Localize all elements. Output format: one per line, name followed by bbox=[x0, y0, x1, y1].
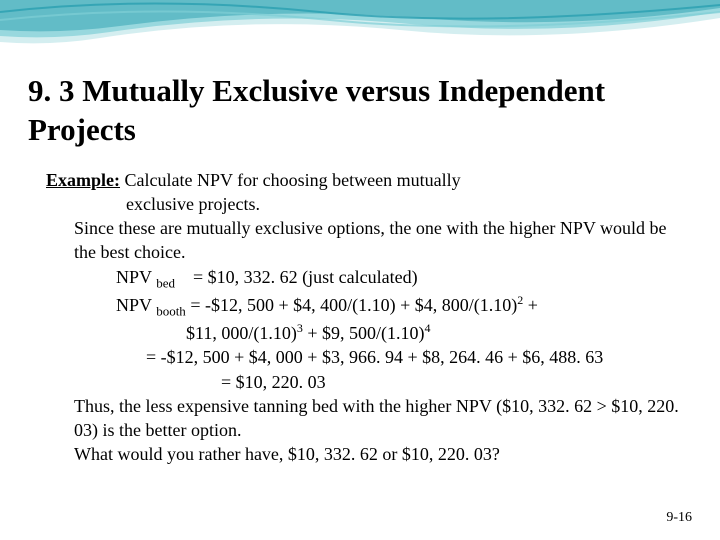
thus-line: Thus, the less expensive tanning bed wit… bbox=[46, 394, 692, 443]
npv-bed-line: NPV bed = $10, 332. 62 (just calculated) bbox=[46, 265, 692, 292]
slide-content: 9. 3 Mutually Exclusive versus Independe… bbox=[0, 0, 720, 467]
body-text: Example: Calculate NPV for choosing betw… bbox=[28, 168, 692, 467]
npv-booth-sub: booth bbox=[156, 303, 186, 318]
npv-booth-label: NPV bbox=[116, 295, 156, 315]
npv-bed-label: NPV bbox=[116, 267, 156, 287]
npv-booth-eq1b: + bbox=[523, 295, 538, 315]
example-text-1: Calculate NPV for choosing between mutua… bbox=[120, 170, 461, 190]
npv-booth-sup3: 4 bbox=[424, 321, 430, 335]
npv-booth-line-4: = $10, 220. 03 bbox=[46, 370, 692, 394]
npv-booth-eq2a: $11, 000/(1.10) bbox=[186, 323, 297, 343]
npv-bed-sub: bed bbox=[156, 275, 175, 290]
npv-booth-line-2: $11, 000/(1.10)3 + $9, 500/(1.10)4 bbox=[46, 320, 692, 345]
npv-booth-eq2b: + $9, 500/(1.10) bbox=[303, 323, 425, 343]
npv-booth-line-3: = -$12, 500 + $4, 000 + $3, 966. 94 + $8… bbox=[46, 345, 692, 369]
page-number: 9-16 bbox=[666, 510, 692, 526]
slide-title: 9. 3 Mutually Exclusive versus Independe… bbox=[28, 72, 692, 150]
npv-booth-eq1a: = -$12, 500 + $4, 400/(1.10) + $4, 800/(… bbox=[186, 295, 517, 315]
npv-booth-line-1: NPV booth = -$12, 500 + $4, 400/(1.10) +… bbox=[46, 292, 692, 320]
since-line: Since these are mutually exclusive optio… bbox=[46, 216, 692, 265]
example-line-2: exclusive projects. bbox=[46, 192, 692, 216]
example-line-1: Example: Calculate NPV for choosing betw… bbox=[46, 168, 692, 192]
example-label: Example: bbox=[46, 170, 120, 190]
what-line: What would you rather have, $10, 332. 62… bbox=[46, 442, 692, 466]
npv-bed-eq: = $10, 332. 62 (just calculated) bbox=[175, 267, 418, 287]
